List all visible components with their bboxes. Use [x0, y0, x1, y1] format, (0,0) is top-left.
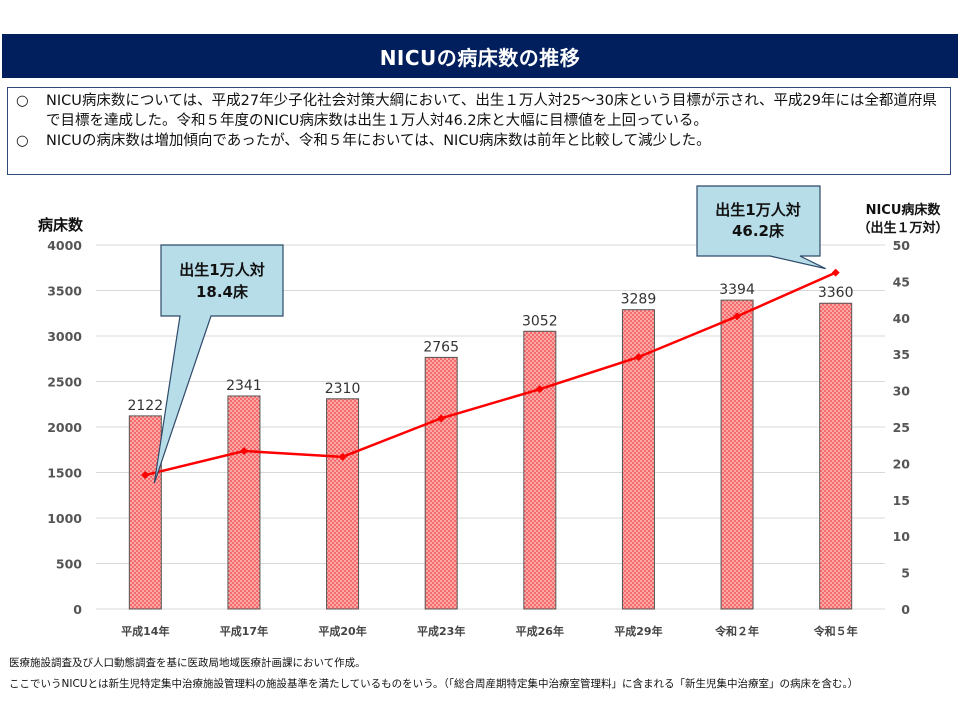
left-tick-label: 3500 — [47, 284, 82, 299]
left-tick-label: 1500 — [47, 466, 82, 481]
left-tick-label: 1000 — [47, 511, 82, 526]
line-point-marker — [437, 414, 446, 423]
summary-text: NICU病床数については、平成27年少子化社会対策大綱において、出生１万人対25… — [46, 93, 937, 129]
bar-value-label: 3052 — [522, 313, 558, 329]
line-point-marker — [239, 447, 248, 456]
callouts: 出生1万人対 18.4床 出生1万人対 46.2床 — [153, 185, 826, 484]
page-title-text: NICUの病床数の推移 — [379, 45, 581, 70]
summary-box: ○ NICU病床数については、平成27年少子化社会対策大綱において、出生１万人対… — [7, 87, 951, 175]
series-line — [145, 271, 837, 477]
line-point-marker — [535, 385, 544, 394]
x-tick-label: 平成14年 — [121, 624, 169, 638]
summary-bullet: ○ NICUの病床数は増加傾向であったが、令和５年においては、NICU病床数は前… — [16, 131, 942, 151]
left-tick-label: 500 — [56, 557, 82, 572]
right-tick-label: 5 — [901, 566, 910, 581]
callout-shape — [696, 185, 826, 270]
bar-value-label: 3360 — [818, 285, 854, 301]
callout-text-line2: 18.4床 — [196, 283, 249, 301]
bar — [523, 330, 557, 610]
right-tick-label: 10 — [893, 529, 911, 544]
bar — [424, 356, 458, 610]
x-tick-label: 令和５年 — [813, 624, 858, 638]
footnotes: 医療施設調査及び人口動態調査を基に医政局地域医療計画課において作成。 ここでいう… — [9, 653, 858, 695]
right-tick-label: 25 — [893, 420, 910, 435]
right-tick-label: 35 — [893, 347, 910, 362]
right-tick-label: 20 — [893, 456, 911, 471]
left-tick-label: 3000 — [47, 329, 82, 344]
x-axis: 平成14年 平成17年 平成20年 平成23年 平成26年 平成29年 令和２年 令和５年 — [121, 624, 858, 638]
callout-46-2: 出生1万人対 46.2床 — [696, 185, 826, 270]
x-tick-label: 平成20年 — [318, 624, 366, 638]
right-tick-label: 15 — [893, 493, 910, 508]
right-axis-title-line1: NICU病床数 — [866, 202, 942, 218]
right-tick-label: 0 — [901, 602, 910, 617]
right-axis: NICU病床数 （出生１万対） 0 5 10 15 20 25 30 35 40 45 50 — [857, 202, 948, 617]
callout-shape — [153, 244, 284, 484]
bar — [326, 398, 360, 610]
bullet-circle-icon: ○ — [16, 133, 29, 149]
bar-value-label: 2765 — [423, 339, 459, 355]
left-tick-label: 2500 — [47, 375, 82, 390]
footnote: 医療施設調査及び人口動態調査を基に医政局地域医療計画課において作成。 — [9, 657, 366, 669]
bar-series — [128, 299, 853, 610]
summary-bullet: ○ NICU病床数については、平成27年少子化社会対策大綱において、出生１万人対… — [16, 91, 942, 131]
line-series — [141, 268, 840, 480]
left-tick-label: 0 — [73, 602, 82, 617]
left-axis-title: 病床数 — [38, 216, 84, 234]
summary-text: NICUの病床数は増加傾向であったが、令和５年においては、NICU病床数は前年と… — [46, 133, 711, 149]
bar-value-label: 2341 — [226, 378, 262, 394]
line-point-marker — [831, 268, 840, 277]
right-tick-label: 30 — [893, 384, 911, 399]
left-axis: 病床数 0 500 1000 1500 2000 2500 3000 3500 4000 — [38, 216, 84, 617]
bar-value-label: 3394 — [719, 282, 755, 298]
bar-value-label: 3289 — [621, 292, 657, 308]
bar — [128, 415, 162, 610]
callout-18-4: 出生1万人対 18.4床 — [153, 244, 284, 484]
callout-text-line2: 46.2床 — [732, 222, 785, 240]
line-point-marker — [634, 353, 643, 362]
right-tick-label: 45 — [893, 274, 910, 289]
right-tick-label: 50 — [893, 238, 911, 253]
left-tick-label: 4000 — [47, 238, 82, 253]
left-tick-label: 2000 — [47, 420, 82, 435]
bar-value-label: 2310 — [325, 381, 361, 397]
page-title: NICUの病床数の推移 — [2, 34, 958, 78]
right-tick-label: 40 — [893, 311, 911, 326]
line-point-marker — [338, 452, 347, 461]
callout-text-line1: 出生1万人対 — [179, 261, 264, 279]
line-point-marker — [141, 471, 150, 480]
callout-text-line1: 出生1万人対 — [715, 201, 800, 219]
footnote: ここでいうNICUとは新生児特定集中治療施設管理料の施設基準を満たしているものを… — [9, 678, 859, 690]
bar — [227, 395, 261, 610]
line-point-marker — [733, 312, 742, 321]
x-tick-label: 平成17年 — [220, 624, 268, 638]
bar — [720, 299, 754, 610]
bar-value-label: 2122 — [127, 398, 163, 414]
bullet-circle-icon: ○ — [16, 93, 29, 109]
x-tick-label: 令和２年 — [714, 624, 759, 638]
bar-data-labels: 2122 2341 2310 2765 3052 3289 3394 3360 — [127, 282, 853, 414]
x-tick-label: 平成29年 — [614, 624, 662, 638]
x-tick-label: 平成23年 — [417, 624, 465, 638]
bar — [819, 302, 853, 610]
right-axis-title-line2: （出生１万対） — [857, 220, 948, 236]
combo-chart: 2122 2341 2310 2765 3052 3289 3394 3360 病床数 0 50… — [0, 180, 960, 650]
x-tick-label: 平成26年 — [516, 624, 564, 638]
